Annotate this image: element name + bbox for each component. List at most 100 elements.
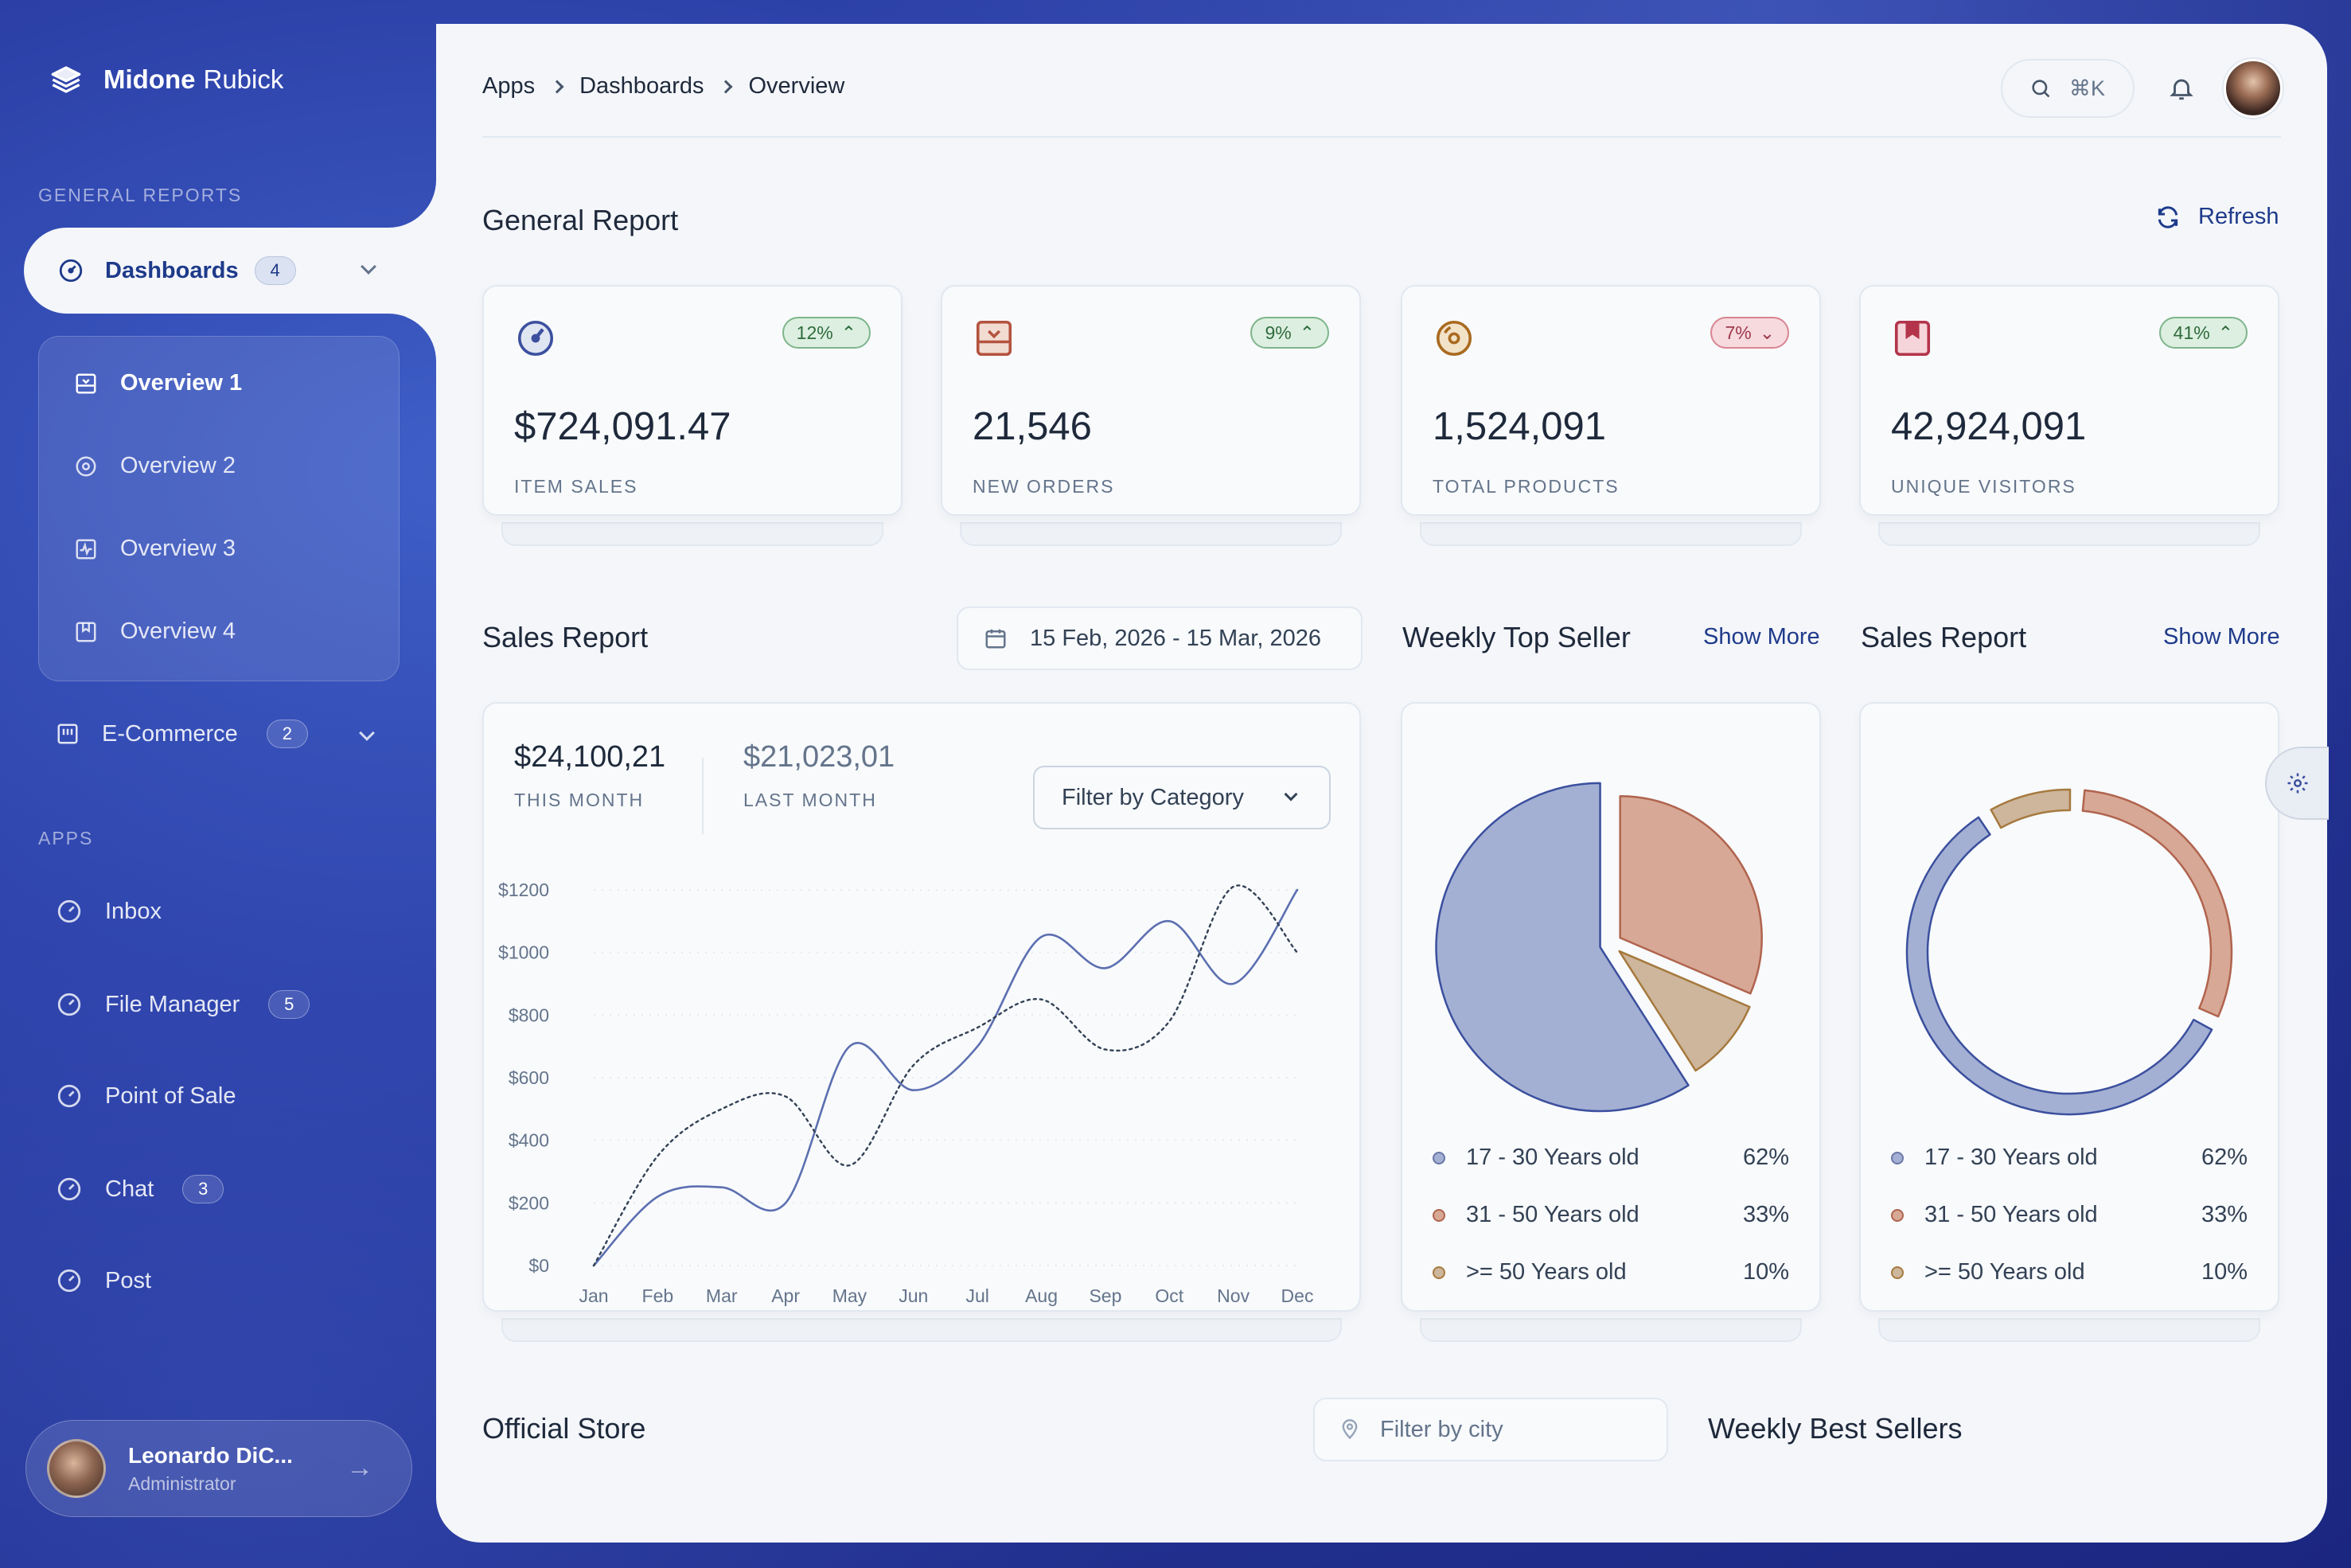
inbox-icon xyxy=(76,373,96,393)
disc-icon xyxy=(1436,320,1472,357)
general-report-title: General Report xyxy=(482,204,679,236)
breadcrumb-item-apps[interactable]: Apps xyxy=(482,73,536,99)
arrow-right-icon[interactable]: → xyxy=(346,1453,373,1483)
sidebar-item-chat[interactable]: Chat 3 xyxy=(56,1175,224,1203)
trend-badge: 41% ⌃ xyxy=(2158,317,2248,349)
sidebar-item-post[interactable]: Post xyxy=(56,1267,151,1294)
chevron-down-icon: ⌄ xyxy=(1759,322,1775,343)
y-tick-label: $400 xyxy=(509,1130,549,1151)
chevron-right-icon xyxy=(550,80,564,93)
avatar[interactable] xyxy=(2224,59,2283,118)
avatar xyxy=(47,1439,106,1498)
x-tick-label: Feb xyxy=(642,1285,674,1306)
section-label-apps: APPS xyxy=(38,828,94,848)
sidebar-item-overview-4[interactable]: Overview 4 xyxy=(74,618,236,645)
filter-by-category-dropdown[interactable]: Filter by Category xyxy=(1033,766,1331,829)
breadcrumb-item-overview[interactable]: Overview xyxy=(748,73,845,99)
user-profile-card[interactable]: Leonardo DiC... Administrator → xyxy=(25,1420,412,1517)
count-badge: 3 xyxy=(182,1175,224,1203)
series-line-last-period xyxy=(592,884,1299,1267)
x-tick-label: Jan xyxy=(579,1285,608,1306)
gauge-icon xyxy=(57,899,81,923)
y-tick-label: $1000 xyxy=(498,942,549,963)
chevron-down-icon[interactable] xyxy=(359,725,375,741)
trend-badge: 12% ⌃ xyxy=(782,317,871,349)
bookmark-icon xyxy=(76,622,96,642)
settings-tab[interactable] xyxy=(2265,747,2329,820)
search-icon xyxy=(2032,80,2050,98)
stat-card-total-products[interactable]: 7% ⌄ 1,524,091 TOTAL PRODUCTS xyxy=(1401,285,1821,516)
y-tick-label: $800 xyxy=(509,1004,549,1025)
show-more-link[interactable]: Show More xyxy=(1703,624,1820,649)
dashboards-submenu: Overview 1 Overview 2 Overview 3 Overvie… xyxy=(38,336,400,681)
x-tick-label: Jul xyxy=(965,1285,988,1306)
store-icon xyxy=(57,724,78,744)
search-shortcut: ⌘K xyxy=(2069,76,2106,100)
chevron-right-icon xyxy=(719,80,733,93)
sales-line-chart: $0 $200 $400 $600 $800 $1000 $1200 Jan Feb Mar Apr… xyxy=(498,880,1313,1306)
sales-report-2-title: Sales Report xyxy=(1861,621,2027,653)
sidebar-item-file-manager[interactable]: File Manager 5 xyxy=(56,990,310,1019)
trend-badge: 7% ⌄ xyxy=(1710,317,1789,349)
x-tick-label: Oct xyxy=(1155,1285,1183,1306)
chevron-down-icon xyxy=(361,259,376,275)
donut-segment xyxy=(2081,789,2233,1018)
sidebar-item-overview-1[interactable]: Overview 1 xyxy=(74,370,242,396)
layers-icon xyxy=(51,66,81,93)
gauge-icon xyxy=(517,320,554,357)
x-tick-label: Aug xyxy=(1025,1285,1058,1306)
stat-label: TOTAL PRODUCTS xyxy=(1433,476,1620,497)
sidebar-item-inbox[interactable]: Inbox xyxy=(56,898,162,925)
donut-segment xyxy=(1905,816,2213,1116)
chevron-up-icon: ⌃ xyxy=(1299,322,1315,343)
sidebar-item-dashboards[interactable]: Dashboards 4 xyxy=(24,228,436,314)
brand-logo[interactable]: Midone Rubick xyxy=(49,64,283,96)
sidebar-item-ecommerce[interactable]: E-Commerce 2 xyxy=(56,720,308,748)
sidebar-item-overview-3[interactable]: Overview 3 xyxy=(74,536,236,562)
brand-name-suffix: Rubick xyxy=(203,64,284,94)
map-pin-icon xyxy=(1342,1419,1358,1440)
y-tick-label: $1200 xyxy=(498,880,549,900)
stat-value: $724,091.47 xyxy=(514,405,731,448)
x-tick-label: May xyxy=(832,1285,867,1306)
sidebar: Midone Rubick GENERAL REPORTS Dashboards … xyxy=(0,0,436,1568)
stat-label: ITEM SALES xyxy=(514,476,638,497)
bookmark-icon xyxy=(1894,320,1931,357)
inbox-icon xyxy=(976,320,1012,357)
calendar-icon xyxy=(985,629,1006,649)
count-badge: 2 xyxy=(266,720,308,748)
sidebar-item-label: Overview 3 xyxy=(120,536,236,561)
sidebar-item-point-of-sale[interactable]: Point of Sale xyxy=(56,1082,236,1110)
breadcrumb-item-dashboards[interactable]: Dashboards xyxy=(579,73,704,99)
y-tick-label: $600 xyxy=(509,1067,549,1088)
filter-by-city-input[interactable]: Filter by city xyxy=(1313,1398,1668,1461)
stat-value: 21,546 xyxy=(973,405,1092,448)
sidebar-item-label: Dashboards xyxy=(105,257,239,283)
pie-slice xyxy=(1435,782,1690,1113)
weekly-top-seller-title: Weekly Top Seller xyxy=(1402,621,1631,653)
stat-card-unique-visitors[interactable]: 41% ⌃ 42,924,091 UNIQUE VISITORS xyxy=(1859,285,2279,516)
last-month-value: $21,023,01 xyxy=(743,740,895,774)
search-button[interactable]: ⌘K xyxy=(2001,59,2135,118)
pie-slice xyxy=(1618,950,1751,1072)
sidebar-item-label: Point of Sale xyxy=(105,1082,236,1109)
bell-icon[interactable] xyxy=(2168,73,2195,103)
show-more-link[interactable]: Show More xyxy=(2163,624,2280,649)
user-role: Administrator xyxy=(128,1472,236,1494)
date-range-picker[interactable]: 15 Feb, 2026 - 15 Mar, 2026 xyxy=(957,607,1363,670)
refresh-icon xyxy=(2158,205,2178,228)
chevron-down-icon xyxy=(1284,787,1298,802)
chevron-up-icon: ⌃ xyxy=(840,322,856,343)
refresh-button[interactable]: Refresh xyxy=(2155,204,2279,230)
x-tick-label: Mar xyxy=(706,1285,738,1306)
stat-card-item-sales[interactable]: 12% ⌃ $724,091.47 ITEM SALES xyxy=(482,285,903,516)
stat-card-new-orders[interactable]: 9% ⌃ 21,546 NEW ORDERS xyxy=(941,285,1361,516)
sidebar-item-label: Overview 2 xyxy=(120,453,236,478)
series-line-current xyxy=(592,888,1299,1267)
official-store-title: Official Store xyxy=(482,1412,646,1445)
last-month-label: LAST MONTH xyxy=(743,790,877,810)
sidebar-item-overview-2[interactable]: Overview 2 xyxy=(74,453,236,479)
y-tick-label: $0 xyxy=(528,1255,549,1276)
weekly-top-seller-pie-chart xyxy=(1435,782,1763,1113)
stat-value: 42,924,091 xyxy=(1891,405,2087,448)
